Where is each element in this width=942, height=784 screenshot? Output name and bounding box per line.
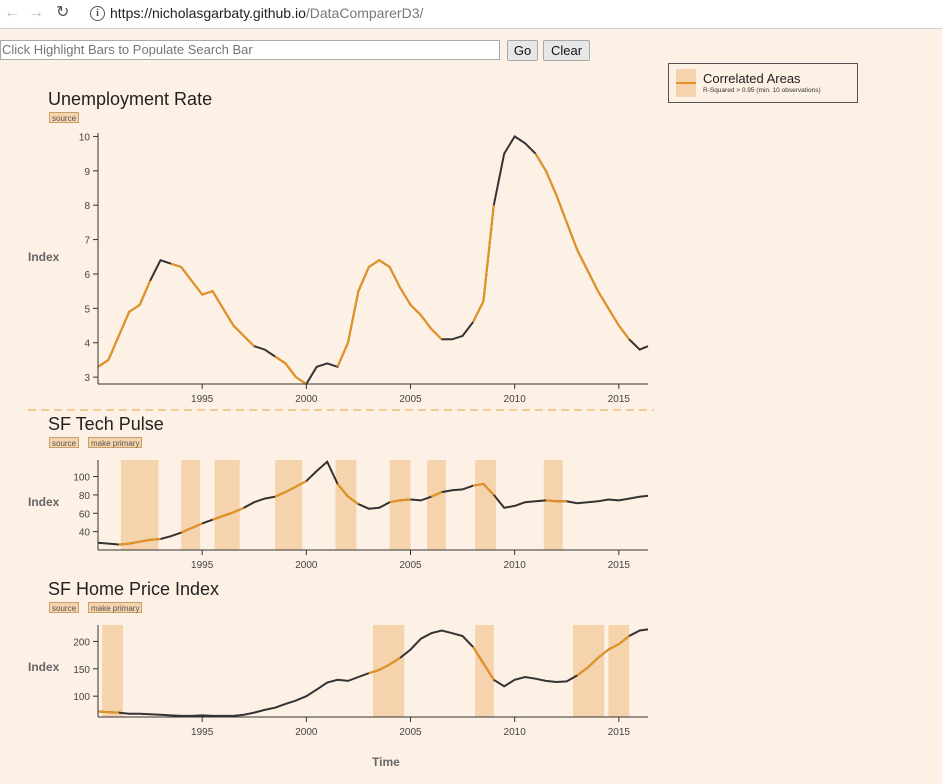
correlated-segment bbox=[388, 266, 443, 341]
correlated-segment bbox=[97, 280, 152, 368]
highlight-bar bbox=[214, 460, 240, 550]
correlated-segment bbox=[545, 499, 567, 503]
correlated-segment bbox=[336, 259, 391, 368]
make-primary-button[interactable]: make primary bbox=[88, 437, 143, 448]
highlight-bar bbox=[389, 460, 411, 550]
correlated-segment bbox=[368, 657, 401, 675]
highlight-bar bbox=[475, 625, 494, 717]
y-tick-label: 10 bbox=[79, 132, 91, 143]
y-tick-label: 7 bbox=[84, 236, 90, 247]
x-tick-label: 2000 bbox=[295, 727, 318, 738]
source-button[interactable]: source bbox=[49, 437, 80, 448]
reload-icon[interactable]: ↻ bbox=[56, 4, 70, 21]
y-tick-label: 40 bbox=[79, 528, 91, 539]
source-button[interactable]: source bbox=[49, 112, 80, 123]
correlated-segment bbox=[586, 270, 630, 340]
y-tick-label: 60 bbox=[79, 509, 91, 520]
y-axis-label: Index bbox=[28, 660, 60, 674]
search-input[interactable] bbox=[0, 40, 500, 60]
correlated-segment bbox=[576, 648, 610, 677]
source-button[interactable]: source bbox=[49, 602, 80, 613]
y-tick-label: 80 bbox=[79, 491, 91, 502]
highlight-bar bbox=[427, 460, 446, 550]
y-tick-label: 9 bbox=[84, 167, 90, 178]
y-tick-label: 8 bbox=[84, 201, 90, 212]
site-info-icon[interactable]: i bbox=[90, 6, 105, 21]
x-tick-label: 2015 bbox=[608, 727, 631, 738]
correlated-segment bbox=[212, 506, 245, 521]
x-tick-label: 2000 bbox=[295, 560, 318, 571]
highlight-bar bbox=[573, 625, 605, 717]
clear-button[interactable]: Clear bbox=[543, 40, 590, 61]
y-tick-label: 100 bbox=[73, 473, 90, 484]
chart-title-home-price: SF Home Price Index bbox=[48, 579, 220, 599]
browser-address-bar: ← → ↻ i https://nicholasgarbaty.github.i… bbox=[0, 0, 942, 29]
correlated-segment bbox=[472, 646, 495, 681]
correlated-segment bbox=[274, 480, 307, 498]
legend-swatch bbox=[676, 69, 696, 97]
url-path: /DataComparerD3/ bbox=[305, 5, 424, 21]
series-line bbox=[97, 134, 649, 386]
y-tick-label: 150 bbox=[73, 665, 90, 676]
url-host: https://nicholasgarbaty.github.io bbox=[110, 5, 306, 21]
make-primary-button[interactable]: make primary bbox=[88, 602, 143, 613]
url-text[interactable]: https://nicholasgarbaty.github.io/DataCo… bbox=[110, 5, 423, 21]
legend-subtitle: R-Squared > 0.95 (min. 10 observations) bbox=[703, 87, 821, 94]
highlight-bar bbox=[475, 460, 496, 550]
y-tick-label: 6 bbox=[84, 270, 90, 281]
back-arrow-icon[interactable]: ← bbox=[4, 4, 20, 21]
chart-title-tech-pulse: SF Tech Pulse bbox=[48, 414, 164, 434]
y-tick-label: 200 bbox=[73, 637, 90, 648]
highlight-bar bbox=[120, 460, 159, 550]
legend: Correlated Areas R-Squared > 0.95 (min. … bbox=[668, 63, 858, 103]
x-tick-label: 1995 bbox=[191, 727, 214, 738]
correlated-segment bbox=[274, 355, 307, 385]
highlight-bar bbox=[102, 625, 123, 717]
correlated-segment bbox=[534, 153, 589, 271]
x-tick-label: 2005 bbox=[399, 560, 422, 571]
x-tick-label: 2005 bbox=[399, 394, 422, 405]
x-tick-label: 2010 bbox=[504, 394, 527, 405]
correlated-segment bbox=[118, 538, 161, 546]
y-tick-label: 3 bbox=[84, 373, 90, 384]
correlated-segment bbox=[336, 483, 359, 505]
correlated-segment bbox=[97, 710, 119, 714]
y-tick-label: 100 bbox=[73, 692, 90, 703]
y-tick-label: 5 bbox=[84, 304, 90, 315]
series-line bbox=[97, 460, 649, 546]
chart-title-unemployment: Unemployment Rate bbox=[48, 89, 213, 109]
correlated-segment bbox=[607, 635, 630, 651]
correlated-segment bbox=[389, 498, 411, 504]
correlated-segment bbox=[472, 482, 495, 496]
highlight-bar bbox=[181, 460, 201, 550]
correlated-segment bbox=[170, 262, 255, 347]
highlight-bar bbox=[275, 460, 303, 550]
y-axis-label: Index bbox=[28, 250, 60, 264]
x-tick-label: 2005 bbox=[399, 727, 422, 738]
x-tick-label: 2000 bbox=[295, 394, 318, 405]
x-tick-label: 2010 bbox=[504, 727, 527, 738]
x-axis-title: Time bbox=[372, 755, 400, 769]
x-tick-label: 1995 bbox=[191, 394, 214, 405]
go-button[interactable]: Go bbox=[507, 40, 538, 61]
correlated-segment bbox=[472, 205, 495, 323]
correlated-segment bbox=[430, 491, 443, 498]
y-axis-label: Index bbox=[28, 495, 60, 509]
x-tick-label: 1995 bbox=[191, 560, 214, 571]
forward-arrow-icon[interactable]: → bbox=[28, 4, 44, 21]
highlight-bar bbox=[543, 460, 563, 550]
x-tick-label: 2015 bbox=[608, 394, 631, 405]
y-tick-label: 4 bbox=[84, 339, 90, 350]
x-tick-label: 2015 bbox=[608, 560, 631, 571]
legend-title: Correlated Areas bbox=[703, 71, 801, 86]
x-tick-label: 2010 bbox=[504, 560, 527, 571]
correlated-segment bbox=[180, 522, 203, 534]
highlight-bar bbox=[335, 460, 357, 550]
